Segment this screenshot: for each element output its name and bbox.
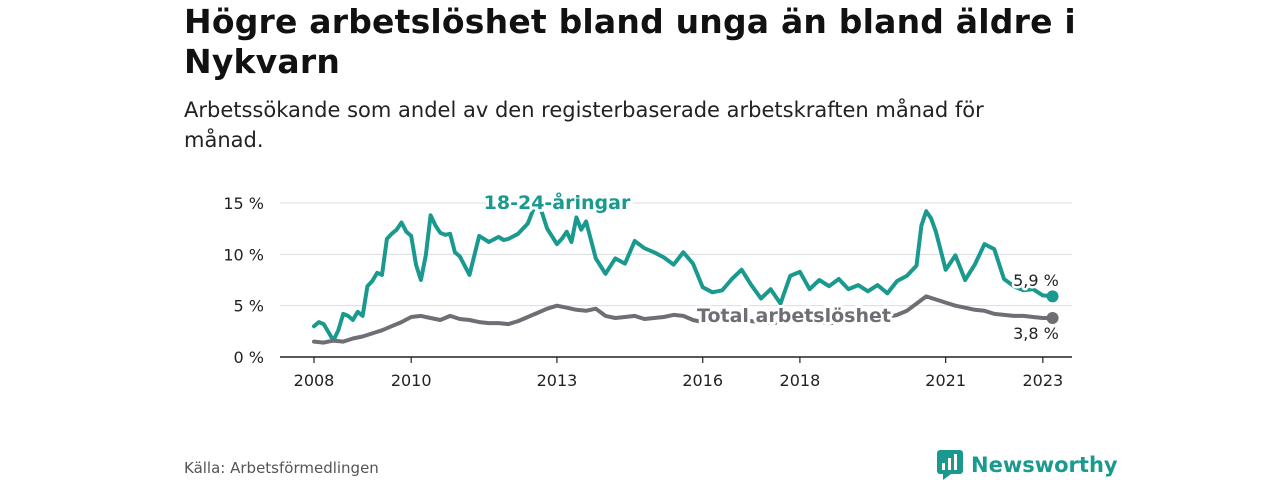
- x-tick-label: 2016: [682, 371, 723, 390]
- series-end-point-youth: [1046, 290, 1059, 303]
- y-tick-label: 15 %: [223, 194, 264, 213]
- series-line-youth: [312, 196, 1055, 343]
- newsworthy-logo-icon: [937, 450, 963, 480]
- end-value-label-youth-halo: 5,9 %: [1013, 271, 1059, 290]
- end-value-label-youth: 5,9 %: [1013, 271, 1059, 290]
- series-label-youth: 18-24-åringar: [484, 190, 631, 214]
- x-tick-label: 2018: [780, 371, 821, 390]
- y-tick-label: 5 %: [234, 297, 264, 316]
- brand-name: Newsworthy: [971, 453, 1118, 477]
- y-tick-label: 10 %: [223, 245, 264, 264]
- series-label-total-halo: Total arbetslöshet: [697, 305, 891, 327]
- chart-title: Högre arbetslöshet bland unga än bland ä…: [184, 2, 1076, 81]
- x-tick-label: 2008: [294, 371, 335, 390]
- x-tick-label: 2010: [391, 371, 432, 390]
- brand-logo: Newsworthy: [937, 450, 1118, 480]
- end-value-label-total: 3,8 %: [1013, 324, 1059, 343]
- end-value-label-total-halo: 3,8 %: [1013, 324, 1059, 343]
- series-line-total: [312, 294, 1055, 345]
- x-tick-label: 2013: [537, 371, 578, 390]
- series-label-youth-halo: 18-24-åringar: [484, 190, 631, 214]
- series-label-total: Total arbetslöshet: [697, 305, 891, 327]
- series-end-point-total: [1046, 311, 1059, 324]
- line-chart: 0 % 5 % 10 % 15 % 2008 2010 2013 2016 2018 2021 20…: [223, 190, 1072, 390]
- x-tick-label: 2023: [1022, 371, 1063, 390]
- x-tick-label: 2021: [925, 371, 966, 390]
- source-note: Källa: Arbetsförmedlingen: [184, 459, 379, 477]
- chart-subtitle: Arbetssökande som andel av den registerb…: [184, 98, 984, 152]
- y-tick-label: 0 %: [234, 348, 264, 367]
